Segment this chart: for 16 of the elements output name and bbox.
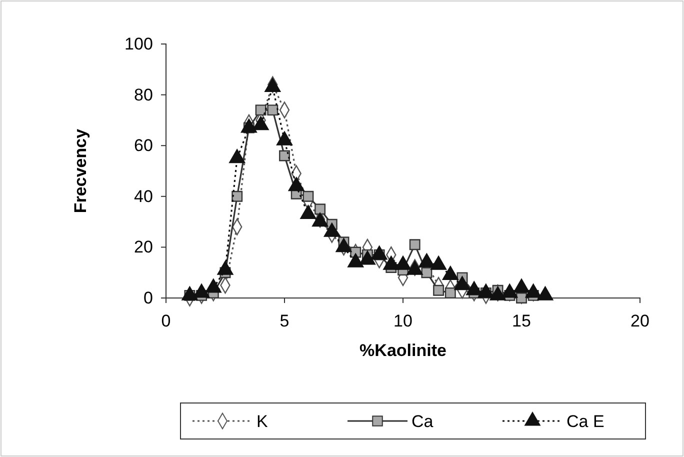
x-tick-label: 20 — [630, 311, 650, 330]
x-tick-label: 0 — [161, 311, 171, 330]
y-axis-title: Frecvency — [71, 128, 90, 214]
legend-label: K — [256, 412, 268, 431]
y-tick-label: 20 — [134, 238, 153, 257]
legend-label: Ca E — [566, 412, 604, 431]
y-tick-label: 100 — [124, 34, 153, 54]
x-tick-label: 5 — [280, 311, 290, 330]
y-tick-label: 60 — [134, 136, 153, 156]
legend-label: Ca — [412, 412, 434, 431]
x-axis-title: %Kaolinite — [360, 341, 446, 360]
y-tick-label: 40 — [134, 186, 153, 206]
y-tick-label: 80 — [134, 85, 153, 104]
y-tick-label: 0 — [143, 288, 153, 308]
x-tick-label: 10 — [394, 311, 412, 330]
x-tick-label: 15 — [512, 311, 531, 330]
